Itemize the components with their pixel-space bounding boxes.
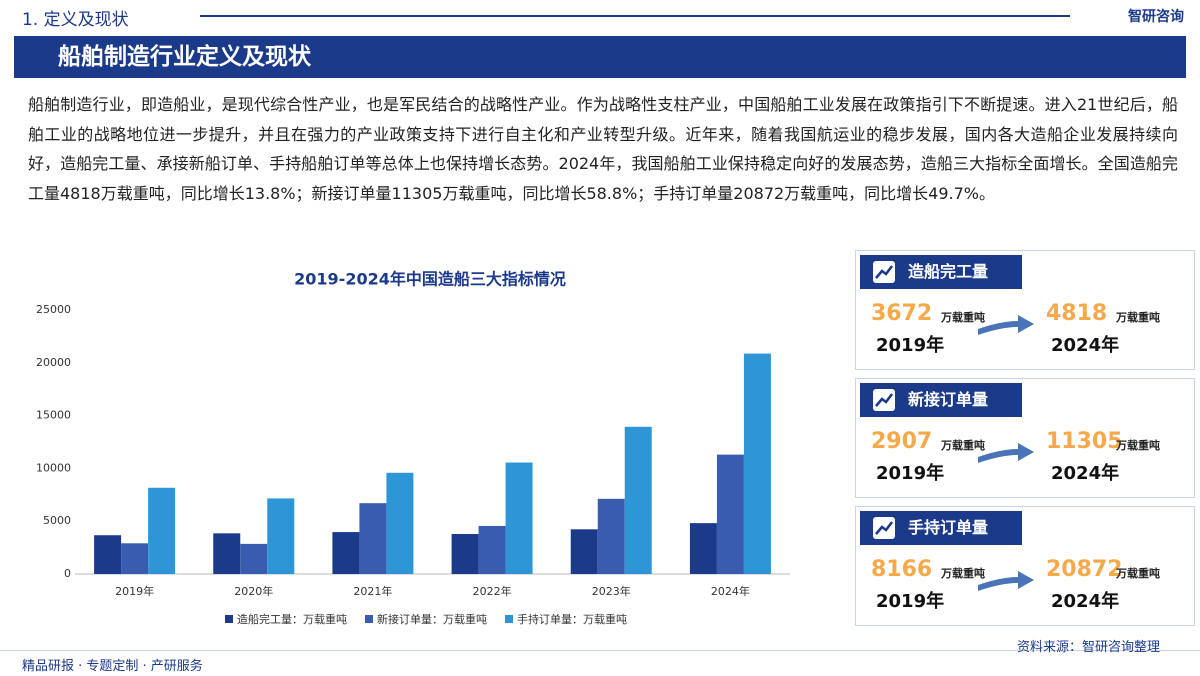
- y-tick-label: 0: [64, 567, 71, 580]
- card-value: 20872: [1046, 557, 1123, 582]
- bar: [624, 426, 652, 574]
- card-unit: 万载重吨: [941, 567, 985, 580]
- arrow: [978, 571, 1034, 591]
- bar: [597, 498, 625, 574]
- legend-swatch: [505, 615, 513, 623]
- card-value: 3672: [871, 301, 933, 326]
- bar: [332, 532, 360, 574]
- banner: 船舶制造行业定义及现状: [14, 36, 1186, 78]
- legend-label: 手持订单量：万载重吨: [517, 612, 627, 626]
- card-unit: 万载重吨: [1116, 311, 1160, 324]
- bar: [689, 523, 717, 574]
- x-tick-label: 2019年: [115, 584, 154, 598]
- paragraph: 船舶制造行业，即造船业，是现代综合性产业，也是军民结合的战略性产业。作为战略性支…: [28, 95, 1178, 203]
- card-year: 2024年: [1051, 335, 1120, 356]
- bar: [240, 543, 268, 574]
- card-value: 8166: [871, 557, 933, 582]
- card: 手持订单量 8166 万载重吨 2019年 20872 万载重吨 2024年: [855, 506, 1195, 626]
- bar: [716, 454, 744, 574]
- card-unit: 万载重吨: [941, 439, 985, 452]
- bar: [451, 534, 479, 574]
- card-unit: 万载重吨: [1116, 439, 1160, 452]
- legend-label: 造船完工量：万载重吨: [237, 612, 347, 626]
- x-tick-label: 2022年: [473, 584, 512, 598]
- card-unit: 万载重吨: [1116, 567, 1160, 580]
- bar: [213, 533, 241, 574]
- legend-label: 新接订单量：万载重吨: [377, 612, 487, 626]
- card-header: 新接订单量: [860, 383, 1022, 417]
- arrow: [978, 315, 1034, 335]
- x-tick-label: 2023年: [592, 584, 631, 598]
- footer-line: [0, 650, 1200, 651]
- x-tick-label: 2021年: [353, 584, 392, 598]
- card-value: 11305: [1046, 429, 1123, 454]
- y-tick-label: 20000: [36, 356, 71, 369]
- bar: [478, 525, 506, 574]
- brand: 智研咨询: [1128, 9, 1184, 25]
- chart-title: 2019-2024年中国造船三大指标情况: [294, 270, 566, 289]
- card-value: 4818: [1046, 301, 1108, 326]
- bar: [94, 535, 122, 574]
- card-year: 2019年: [876, 591, 945, 612]
- card-title: 新接订单量: [908, 390, 989, 409]
- arrow: [978, 443, 1034, 463]
- chart: 2019-2024年中国造船三大指标情况 0 5000 10000 15000 2000…: [36, 270, 790, 626]
- card-year: 2024年: [1051, 463, 1120, 484]
- bar: [121, 543, 149, 574]
- source: 资料来源：智研咨询整理: [1016, 640, 1160, 655]
- icon: [873, 389, 895, 411]
- bar: [570, 529, 598, 574]
- y-tick-label: 5000: [43, 514, 71, 527]
- card-header: 手持订单量: [860, 511, 1022, 545]
- card: 新接订单量 2907 万载重吨 2019年 11305 万载重吨 2024年: [855, 378, 1195, 498]
- legend-swatch: [225, 615, 233, 623]
- icon: [873, 261, 895, 283]
- card: 造船完工量 3672 万载重吨 2019年 4818 万载重吨 2024年: [855, 250, 1195, 370]
- y-tick-label: 25000: [36, 303, 71, 316]
- card-value: 2907: [871, 429, 933, 454]
- section-title: 1. 定义及现状: [22, 10, 129, 30]
- header-line: [200, 15, 1070, 17]
- footer: 精品研报 · 专题定制 · 产研服务: [22, 659, 203, 674]
- card-unit: 万载重吨: [941, 311, 985, 324]
- banner-title: 船舶制造行业定义及现状: [58, 44, 311, 70]
- legend-swatch: [365, 615, 373, 623]
- bar: [743, 353, 771, 574]
- bar: [148, 487, 176, 574]
- bar: [505, 462, 533, 574]
- x-tick-label: 2024年: [711, 584, 750, 598]
- card-year: 2024年: [1051, 591, 1120, 612]
- bar: [359, 503, 387, 574]
- bar: [386, 472, 414, 574]
- bar: [267, 498, 295, 574]
- x-tick-label: 2020年: [234, 584, 273, 598]
- card-title: 手持订单量: [908, 518, 989, 537]
- card-header: 造船完工量: [860, 255, 1022, 289]
- icon: [873, 517, 895, 539]
- card-year: 2019年: [876, 335, 945, 356]
- y-tick-label: 10000: [36, 461, 71, 474]
- card-title: 造船完工量: [908, 262, 989, 281]
- card-year: 2019年: [876, 463, 945, 484]
- y-tick-label: 15000: [36, 409, 71, 422]
